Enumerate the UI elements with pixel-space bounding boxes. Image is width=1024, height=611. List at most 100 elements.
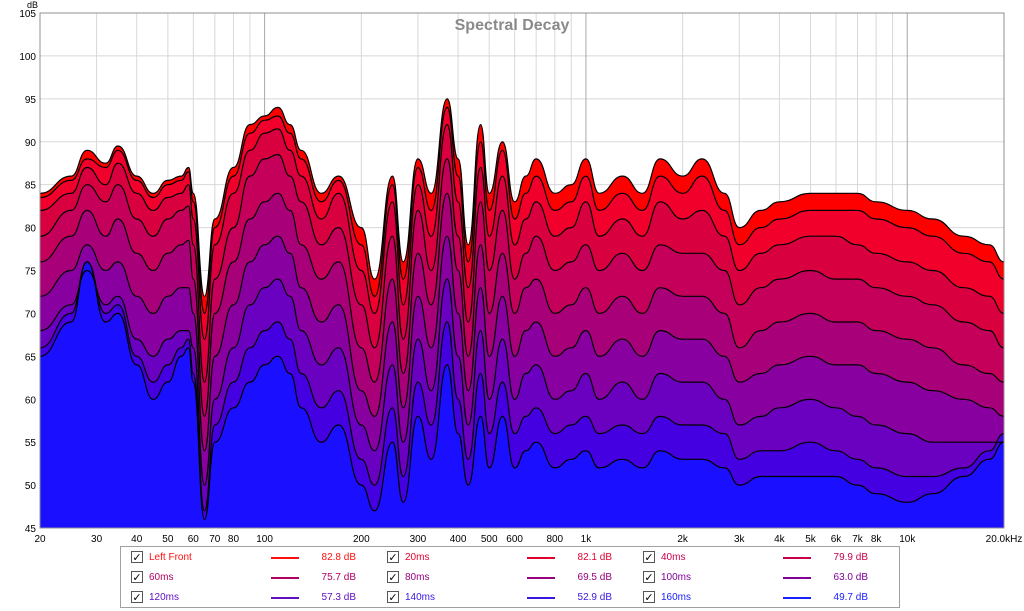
series-area-160ms (40, 261, 1004, 528)
series-line-20ms (40, 106, 1004, 315)
legend-name: 160ms (661, 592, 692, 603)
series-line-60ms (40, 153, 1004, 383)
legend-name: 80ms (405, 572, 430, 583)
legend-value: 82.8 dB (321, 552, 356, 563)
y-tick-label: 55 (25, 438, 37, 449)
legend-item: ✓ 160ms 49.7 dB (643, 589, 883, 607)
legend-checkbox[interactable]: ✓ (131, 551, 143, 564)
series-line-140ms (40, 261, 1004, 512)
y-tick-label: 90 (25, 138, 37, 149)
x-tick-label: 100 (256, 534, 273, 545)
legend-checkbox[interactable]: ✓ (643, 551, 655, 564)
series-line-120ms (40, 269, 1004, 486)
y-axis-label: dB (27, 0, 38, 10)
series-fills (40, 98, 1004, 528)
x-axis-ticks: 20 30 40 50 60 70 80 100 200 300 400 500 600 800 1k 2k 3… (34, 534, 1022, 545)
series-line-160ms (40, 261, 1004, 521)
x-tick-label: 80 (228, 534, 240, 545)
legend-item: ✓ 100ms 63.0 dB (643, 569, 883, 587)
legend-checkbox[interactable]: ✓ (131, 591, 143, 604)
x-tick-label: 7k (852, 534, 864, 545)
legend-name: 40ms (661, 552, 686, 563)
legend-checkbox[interactable]: ✓ (387, 551, 399, 564)
legend-swatch (527, 577, 555, 579)
legend-checkbox[interactable]: ✓ (643, 591, 655, 604)
legend-value: 82.1 dB (577, 552, 612, 563)
y-tick-label: 50 (25, 481, 37, 492)
legend-checkbox[interactable]: ✓ (643, 571, 655, 584)
y-axis-ticks: 45 50 55 60 65 70 75 80 85 90 95 100 105 (19, 9, 36, 535)
legend: ✓ Left Front 82.8 dB ✓ 20ms 82.1 dB ✓ 40ms 79.9 … (120, 546, 900, 608)
series-line-40ms (40, 123, 1004, 340)
y-tick-label: 65 (25, 352, 37, 363)
legend-item: ✓ 140ms 52.9 dB (387, 589, 627, 607)
x-tick-label: 1k (581, 534, 593, 545)
series-line-left-front (40, 98, 1004, 297)
legend-value: 75.7 dB (321, 572, 356, 583)
legend-value: 49.7 dB (833, 592, 868, 603)
y-tick-label: 70 (25, 309, 37, 320)
legend-value: 63.0 dB (833, 572, 868, 583)
plot-frame (39, 12, 1005, 529)
x-tick-label: 4k (774, 534, 786, 545)
legend-value: 52.9 dB (577, 592, 612, 603)
x-tick-label: 40 (131, 534, 143, 545)
x-tick-label: 50 (162, 534, 174, 545)
legend-item: ✓ Left Front 82.8 dB (131, 549, 371, 567)
legend-value: 69.5 dB (577, 572, 612, 583)
x-tick-label: 500 (481, 534, 498, 545)
x-tick-label: 10k (899, 534, 916, 545)
legend-item: ✓ 20ms 82.1 dB (387, 549, 627, 567)
legend-name: 60ms (149, 572, 174, 583)
x-tick-label: 6k (831, 534, 843, 545)
legend-swatch (271, 597, 299, 599)
x-tick-label: 800 (546, 534, 563, 545)
x-tick-label: 400 (450, 534, 467, 545)
legend-swatch (527, 557, 555, 559)
legend-item: ✓ 120ms 57.3 dB (131, 589, 371, 607)
legend-name: 100ms (661, 572, 692, 583)
legend-value: 57.3 dB (321, 592, 356, 603)
x-tick-label: 5k (805, 534, 817, 545)
y-tick-label: 45 (25, 524, 37, 535)
legend-checkbox[interactable]: ✓ (387, 591, 399, 604)
legend-name: Left Front (149, 552, 192, 563)
legend-name: 140ms (405, 592, 436, 603)
legend-name: 120ms (149, 592, 180, 603)
x-tick-label: 600 (506, 534, 523, 545)
legend-item: ✓ 60ms 75.7 dB (131, 569, 371, 587)
y-tick-label: 95 (25, 95, 37, 106)
chart-title: Spectral Decay (455, 17, 570, 34)
legend-swatch (271, 557, 299, 559)
x-tick-label: 8k (871, 534, 883, 545)
legend-swatch (783, 577, 811, 579)
x-tick-label: 20.0kHz (986, 534, 1023, 545)
legend-swatch (783, 557, 811, 559)
x-tick-label: 200 (353, 534, 370, 545)
x-tick-label: 30 (91, 534, 103, 545)
x-tick-label: 3k (734, 534, 746, 545)
legend-checkbox[interactable]: ✓ (387, 571, 399, 584)
legend-swatch (271, 577, 299, 579)
x-tick-label: 60 (188, 534, 200, 545)
series-lines (40, 98, 1004, 521)
legend-swatch (527, 597, 555, 599)
series-line-80ms (40, 192, 1004, 418)
series-line-100ms (40, 235, 1004, 452)
legend-value: 79.9 dB (833, 552, 868, 563)
legend-swatch (783, 597, 811, 599)
y-tick-label: 105 (19, 9, 36, 20)
x-tick-label: 20 (34, 534, 46, 545)
y-tick-label: 75 (25, 267, 37, 278)
y-tick-label: 60 (25, 395, 37, 406)
legend-name: 20ms (405, 552, 430, 563)
y-tick-label: 85 (25, 181, 37, 192)
y-tick-label: 100 (19, 52, 36, 63)
legend-item: ✓ 40ms 79.9 dB (643, 549, 883, 567)
spectral-decay-chart: 20 30 40 50 60 70 80 100 200 300 400 500 600 800 1k 2k 3… (19, 0, 1022, 545)
x-tick-label: 2k (677, 534, 689, 545)
x-tick-label: 300 (410, 534, 427, 545)
legend-checkbox[interactable]: ✓ (131, 571, 143, 584)
y-tick-label: 80 (25, 224, 37, 235)
legend-item: ✓ 80ms 69.5 dB (387, 569, 627, 587)
